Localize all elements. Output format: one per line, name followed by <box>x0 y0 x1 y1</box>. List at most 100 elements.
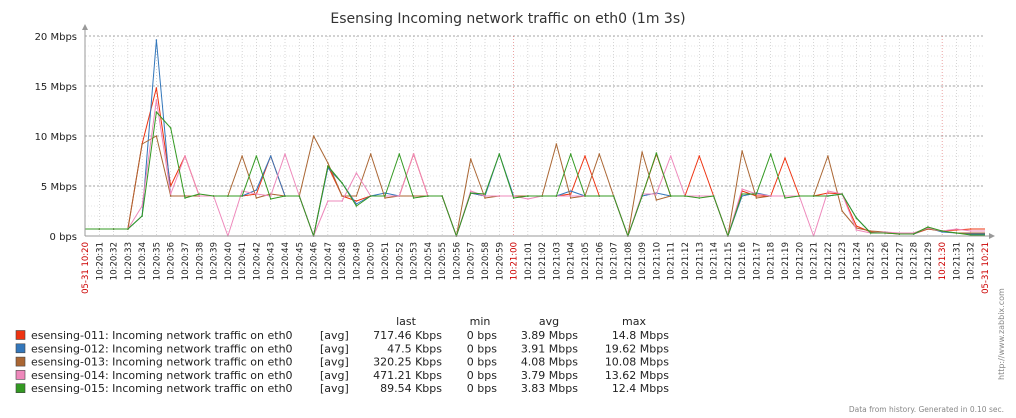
x-tick-label: 10:21:17 <box>752 242 762 280</box>
legend-series-name: esensing-012: Incoming network traffic o… <box>31 342 293 355</box>
data-point <box>812 195 815 197</box>
x-tick-label: 10:20:41 <box>238 242 248 280</box>
data-point <box>355 200 358 202</box>
x-tick-label: 10:21:07 <box>610 242 620 280</box>
x-tick-label: 10:21:02 <box>538 242 548 280</box>
legend-agg: [avg] <box>320 329 349 342</box>
data-point <box>427 195 429 197</box>
x-tick-label: 10:21:23 <box>838 242 848 280</box>
legend-row: esensing-011: Incoming network traffic o… <box>15 329 669 342</box>
data-point <box>741 150 743 152</box>
x-tick-label: 10:20:42 <box>252 242 262 280</box>
data-point <box>541 195 543 197</box>
y-tick-label: 15 Mbps <box>35 82 77 93</box>
data-point <box>769 195 772 197</box>
chart-title: Esensing Incoming network traffic on eth… <box>330 11 685 27</box>
x-tick-label: 10:20:37 <box>181 242 191 280</box>
x-tick-label: 10:21:19 <box>781 242 791 280</box>
x-end-label: 05-31 10:21 <box>981 242 991 294</box>
data-point <box>484 193 486 195</box>
data-point <box>884 232 886 234</box>
legend-row: esensing-013: Incoming network traffic o… <box>15 356 669 369</box>
legend-swatch <box>15 343 26 354</box>
legend-min: 0 bps <box>467 382 497 395</box>
data-point <box>512 197 515 199</box>
data-point <box>255 193 258 195</box>
y-axis-arrow-icon <box>82 24 88 30</box>
x-tick-label: 10:21:01 <box>524 242 534 280</box>
x-tick-label: 10:20:55 <box>438 242 448 280</box>
data-point <box>469 158 472 160</box>
x-tick-label: 10:21:22 <box>824 242 834 280</box>
data-point <box>141 205 143 207</box>
data-point <box>598 153 601 155</box>
x-tick-label: 10:20:53 <box>410 242 420 280</box>
data-point <box>341 182 343 184</box>
data-point <box>655 193 658 195</box>
data-point <box>969 232 972 234</box>
data-point <box>712 195 715 197</box>
x-tick-label: 10:21:25 <box>867 242 877 280</box>
data-point <box>284 153 286 155</box>
data-point <box>355 195 358 197</box>
legend-swatch <box>15 330 26 340</box>
data-point <box>198 195 201 197</box>
data-point <box>912 233 915 235</box>
x-tick-label: 10:20:47 <box>324 242 334 280</box>
x-tick-label: 10:21:20 <box>795 242 805 280</box>
legend-avg: 4.08 Mbps <box>521 356 578 369</box>
x-tick-label: 10:20:57 <box>467 242 477 280</box>
x-tick-label: 10:21:08 <box>624 242 634 280</box>
x-tick-label: 10:20:32 <box>110 242 120 280</box>
x-tick-label: 10:21:09 <box>638 242 648 280</box>
legend-last: 717.46 Kbps <box>373 329 442 342</box>
data-point <box>527 198 529 200</box>
data-point <box>827 195 829 197</box>
data-point <box>869 232 872 234</box>
data-point <box>855 229 858 231</box>
x-tick-label: 10:20:51 <box>381 242 391 280</box>
legend-min: 0 bps <box>467 329 497 342</box>
legend-header-last: last <box>396 315 417 328</box>
data-point <box>184 155 186 157</box>
data-point <box>641 195 643 197</box>
x-tick-label: 10:20:34 <box>138 242 148 280</box>
x-tick-label: 10:20:50 <box>367 242 377 280</box>
data-point <box>655 152 658 154</box>
x-tick-label: 10:20:52 <box>395 242 405 280</box>
legend-avg: 3.83 Mbps <box>521 382 578 395</box>
data-point <box>141 143 143 145</box>
legend-header-avg: avg <box>539 315 559 328</box>
data-point <box>498 195 501 197</box>
legend-series-name: esensing-011: Incoming network traffic o… <box>31 329 293 342</box>
x-tick-label: 10:21:18 <box>767 242 777 280</box>
data-point <box>669 195 672 197</box>
data-point <box>327 162 329 164</box>
data-point <box>255 189 258 191</box>
data-point <box>784 197 786 199</box>
y-tick-label: 5 Mbps <box>41 182 77 193</box>
data-point <box>569 193 572 195</box>
data-point <box>155 87 158 89</box>
legend-min: 0 bps <box>467 356 497 369</box>
x-tick-label: 10:20:54 <box>424 242 434 280</box>
data-point <box>698 195 701 197</box>
legend-avg: 3.89 Mbps <box>521 329 578 342</box>
data-point <box>327 200 329 202</box>
x-tick-label: 10:21:29 <box>924 242 934 280</box>
data-point <box>398 153 401 155</box>
data-point <box>969 228 972 230</box>
x-tick-label: 10:20:31 <box>95 242 105 280</box>
x-axis-arrow-icon <box>989 233 995 239</box>
data-point <box>755 193 758 195</box>
data-point <box>169 193 172 195</box>
legend-agg: [avg] <box>320 369 349 382</box>
data-point <box>612 195 615 197</box>
y-axis-labels: 0 bps 5 Mbps 10 Mbps 15 Mbps 20 Mbps <box>35 32 77 243</box>
x-tick-label: 10:20:43 <box>267 242 277 280</box>
x-tick-label: 10:20:46 <box>310 242 320 280</box>
data-point <box>555 195 558 197</box>
data-point <box>184 197 186 199</box>
x-tick-label: 10:21:21 <box>810 242 820 280</box>
legend-agg: [avg] <box>320 382 349 395</box>
